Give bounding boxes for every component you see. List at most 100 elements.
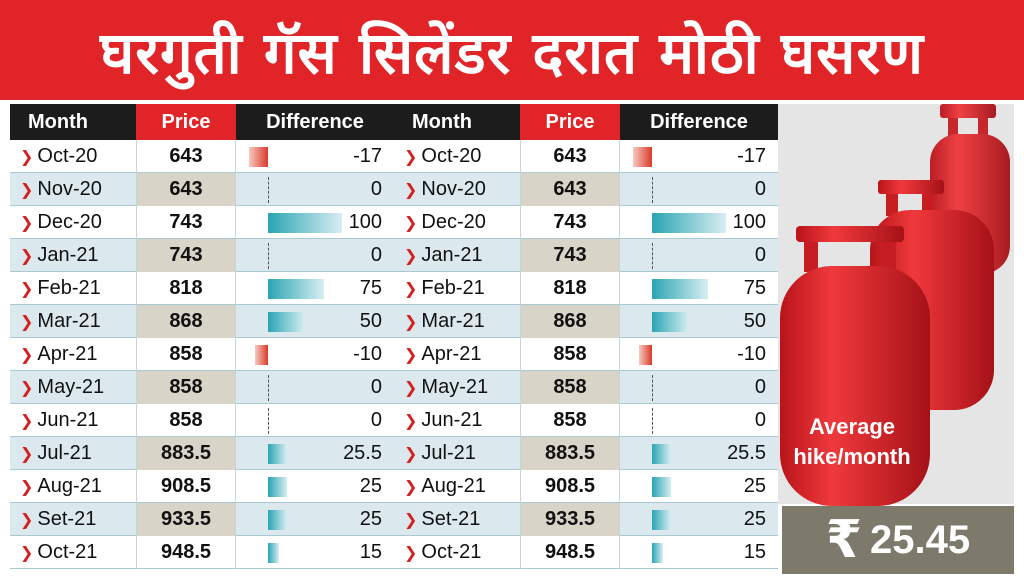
month-label: Oct-21 [421, 541, 482, 563]
price-cell: 643 [136, 140, 236, 173]
difference-bar [268, 279, 324, 299]
difference-value: 0 [754, 409, 766, 431]
chevron-right-icon: ❯ [404, 281, 418, 298]
chevron-right-icon: ❯ [404, 479, 418, 496]
table-row: ❯ Jan-21 743 0 [394, 239, 778, 272]
difference-cell: 0 [236, 239, 394, 272]
month-cell: ❯ Jul-21 [10, 437, 136, 470]
difference-value: 75 [359, 277, 382, 299]
difference-value: -10 [737, 343, 766, 365]
difference-cell: 0 [620, 371, 778, 404]
price-cell: 908.5 [136, 470, 236, 503]
difference-value: 0 [370, 409, 382, 431]
difference-cell: 0 [620, 404, 778, 437]
difference-bar [652, 213, 726, 233]
header-price: Price [136, 104, 236, 140]
price-cell: 858 [136, 338, 236, 371]
difference-cell: 0 [236, 371, 394, 404]
table-row: ❯ Apr-21 858 -10 [10, 338, 394, 371]
price-cell: 858 [520, 338, 620, 371]
chevron-right-icon: ❯ [404, 248, 418, 265]
difference-bar [268, 312, 305, 332]
table-row: ❯ Nov-20 643 0 [394, 173, 778, 206]
month-label: Jul-21 [421, 442, 476, 464]
difference-bar [652, 444, 671, 464]
chevron-right-icon: ❯ [20, 281, 34, 298]
difference-cell: 75 [620, 272, 778, 305]
difference-cell: -17 [236, 140, 394, 173]
month-label: Aug-21 [37, 475, 102, 497]
difference-bar [652, 312, 689, 332]
chevron-right-icon: ❯ [404, 413, 418, 430]
table-row: ❯ Apr-21 858 -10 [394, 338, 778, 371]
chevron-right-icon: ❯ [20, 248, 34, 265]
month-cell: ❯ Oct-20 [394, 140, 520, 173]
difference-value: 0 [754, 178, 766, 200]
month-label: Set-21 [37, 508, 97, 530]
month-cell: ❯ Jun-21 [10, 404, 136, 437]
chevron-right-icon: ❯ [20, 446, 34, 463]
table-row: ❯ May-21 858 0 [10, 371, 394, 404]
difference-value: 25.5 [343, 442, 382, 464]
average-hike-label: Average hike/month [793, 414, 911, 469]
difference-cell: 0 [236, 173, 394, 206]
zero-line [268, 177, 269, 203]
month-label: Mar-21 [421, 310, 485, 332]
chevron-right-icon: ❯ [20, 182, 34, 199]
month-label: Oct-20 [37, 145, 98, 167]
zero-line [652, 177, 653, 203]
difference-cell: 25 [236, 503, 394, 536]
difference-cell: 0 [236, 404, 394, 437]
month-label: May-21 [37, 376, 105, 398]
difference-cell: 100 [236, 206, 394, 239]
zero-line [652, 408, 653, 434]
chevron-right-icon: ❯ [20, 380, 34, 397]
month-label: Jan-21 [421, 244, 483, 266]
difference-cell: 100 [620, 206, 778, 239]
difference-cell: 15 [620, 536, 778, 569]
chevron-right-icon: ❯ [404, 347, 418, 364]
month-cell: ❯ Dec-20 [394, 206, 520, 239]
difference-cell: 25 [620, 470, 778, 503]
month-label: Set-21 [421, 508, 481, 530]
header-difference: Difference [266, 111, 364, 133]
table-row: ❯ Jan-21 743 0 [10, 239, 394, 272]
price-table: Month Price Difference ❯ Oct-20 643 -17 ❯ Nov… [10, 104, 778, 576]
price-cell: 743 [136, 206, 236, 239]
price-cell: 743 [136, 239, 236, 272]
table-header: Month Price Difference [394, 104, 778, 140]
difference-value: 25 [359, 508, 382, 530]
month-cell: ❯ Jan-21 [10, 239, 136, 272]
rupee-icon: ₹ [825, 510, 863, 570]
difference-cell: 15 [236, 536, 394, 569]
price-cell: 643 [136, 173, 236, 206]
month-label: Oct-21 [37, 541, 98, 563]
month-cell: ❯ Feb-21 [394, 272, 520, 305]
month-label: Oct-20 [421, 145, 482, 167]
month-cell: ❯ Aug-21 [394, 470, 520, 503]
difference-value: 100 [348, 211, 382, 233]
difference-cell: 25.5 [620, 437, 778, 470]
month-cell: ❯ Aug-21 [10, 470, 136, 503]
table-row: ❯ Dec-20 743 100 [10, 206, 394, 239]
month-label: Jan-21 [37, 244, 99, 266]
month-cell: ❯ May-21 [394, 371, 520, 404]
table-block-right: Month Price Difference ❯ Oct-20 643 -17 ❯ Nov… [394, 104, 778, 576]
price-cell: 948.5 [136, 536, 236, 569]
chevron-right-icon: ❯ [404, 446, 418, 463]
difference-bar [268, 543, 279, 563]
month-cell: ❯ Set-21 [10, 503, 136, 536]
table-row: ❯ Oct-21 948.5 15 [10, 536, 394, 569]
difference-value: -17 [737, 145, 766, 167]
difference-bar [652, 279, 708, 299]
difference-cell: 25 [620, 503, 778, 536]
chevron-right-icon: ❯ [20, 413, 34, 430]
header-month: Month [412, 111, 472, 133]
difference-value: 50 [743, 310, 766, 332]
price-cell: 818 [520, 272, 620, 305]
difference-bar [249, 147, 268, 167]
price-cell: 868 [136, 305, 236, 338]
page-title: घरगुती गॅस सिलेंडर दरात मोठी घसरण [99, 18, 925, 87]
difference-cell: -10 [620, 338, 778, 371]
price-cell: 858 [520, 404, 620, 437]
